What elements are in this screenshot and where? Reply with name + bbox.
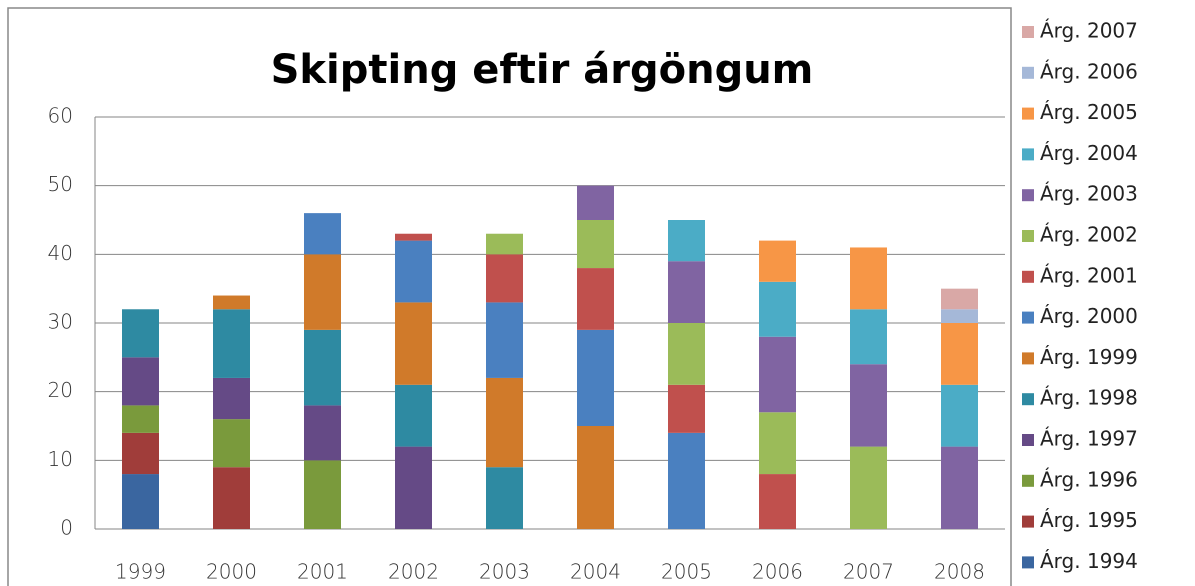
bar-segment bbox=[213, 419, 250, 468]
y-tick-label: 50 bbox=[48, 172, 73, 196]
legend-label: Árg. 1998 bbox=[1040, 386, 1138, 410]
bar-segment bbox=[850, 364, 887, 447]
bar-segment bbox=[122, 309, 159, 358]
x-tick-label: 2000 bbox=[206, 560, 257, 584]
bar-segment bbox=[122, 357, 159, 406]
legend-swatch bbox=[1022, 148, 1034, 161]
bar-segment bbox=[304, 460, 341, 529]
legend-label: Árg. 2007 bbox=[1040, 19, 1138, 43]
legend-label: Árg. 2001 bbox=[1040, 263, 1138, 287]
x-tick-label: 2007 bbox=[843, 560, 894, 584]
x-tick-label: 2005 bbox=[661, 560, 712, 584]
bar-segment bbox=[577, 268, 614, 330]
bar-segment bbox=[850, 446, 887, 529]
bar-segment bbox=[304, 213, 341, 255]
bar-segment bbox=[395, 240, 432, 303]
y-tick-label: 20 bbox=[48, 378, 73, 402]
legend-swatch bbox=[1022, 26, 1034, 38]
legend-label: Árg. 1997 bbox=[1040, 427, 1138, 451]
bar-segment bbox=[395, 384, 432, 447]
bar-segment bbox=[941, 323, 978, 385]
bar-segment bbox=[122, 474, 159, 529]
x-tick-label: 2003 bbox=[479, 560, 530, 584]
bar-segment bbox=[304, 254, 341, 330]
bar-segment bbox=[668, 384, 705, 433]
bar-segment bbox=[941, 309, 978, 323]
bar-segment bbox=[395, 446, 432, 529]
legend-swatch bbox=[1022, 515, 1034, 528]
legend-swatch bbox=[1022, 434, 1034, 446]
y-tick-label: 10 bbox=[48, 447, 73, 471]
bar-segment bbox=[759, 281, 796, 337]
legend-label: Árg. 2000 bbox=[1040, 304, 1138, 328]
legend-label: Árg. 2006 bbox=[1040, 59, 1138, 83]
legend-swatch bbox=[1022, 66, 1034, 79]
legend-swatch bbox=[1022, 107, 1034, 120]
bar-segment bbox=[759, 336, 796, 413]
legend-swatch bbox=[1022, 311, 1034, 324]
legend-swatch bbox=[1022, 556, 1034, 569]
y-tick-label: 0 bbox=[60, 516, 73, 540]
bar-segment bbox=[577, 426, 614, 529]
bar-segment bbox=[759, 412, 796, 475]
bar-segment bbox=[213, 309, 250, 378]
legend-swatch bbox=[1022, 352, 1034, 365]
bar-segment bbox=[850, 309, 887, 365]
legend-label: Árg. 1994 bbox=[1040, 549, 1138, 573]
legend-swatch bbox=[1022, 230, 1034, 242]
bar-segment bbox=[941, 384, 978, 447]
bar-segment bbox=[486, 467, 523, 529]
legend-label: Árg. 2003 bbox=[1040, 182, 1138, 206]
legend-swatch bbox=[1022, 270, 1034, 283]
bar-segment bbox=[668, 261, 705, 323]
bar-segment bbox=[668, 432, 705, 529]
legend-label: Árg. 1995 bbox=[1040, 508, 1138, 532]
legend-swatch bbox=[1022, 189, 1034, 202]
x-tick-label: 2006 bbox=[752, 560, 803, 584]
bar-segment bbox=[304, 405, 341, 461]
bar-segment bbox=[941, 446, 978, 529]
bar-segment bbox=[486, 302, 523, 378]
y-tick-label: 30 bbox=[48, 310, 73, 334]
bar-segment bbox=[577, 329, 614, 426]
x-tick-label: 2008 bbox=[934, 560, 985, 584]
legend-label: Árg. 2005 bbox=[1040, 100, 1138, 124]
bar-segment bbox=[395, 302, 432, 385]
legend-swatch bbox=[1022, 393, 1034, 406]
legend-label: Árg. 1996 bbox=[1040, 467, 1138, 491]
bar-segment bbox=[486, 254, 523, 303]
bar-segment bbox=[122, 405, 159, 433]
chart-title: Skipting eftir árgöngum bbox=[271, 47, 814, 93]
bar-segment bbox=[668, 220, 705, 262]
bar-segment bbox=[304, 329, 341, 406]
bar-segment bbox=[213, 467, 250, 529]
bar-segment bbox=[486, 233, 523, 255]
legend-label: Árg. 2004 bbox=[1040, 141, 1138, 165]
bar-segment bbox=[850, 247, 887, 310]
bar-segment bbox=[486, 377, 523, 468]
bar-segment bbox=[213, 377, 250, 420]
bar-segment bbox=[213, 295, 250, 310]
legend-label: Árg. 2002 bbox=[1040, 223, 1138, 247]
bar-segment bbox=[941, 288, 978, 310]
bar-segment bbox=[577, 220, 614, 269]
bar-segment bbox=[395, 233, 432, 241]
x-tick-label: 2004 bbox=[570, 560, 621, 584]
x-tick-label: 1999 bbox=[115, 560, 166, 584]
legend-label: Árg. 1999 bbox=[1040, 345, 1138, 369]
bar-segment bbox=[759, 474, 796, 529]
y-tick-label: 60 bbox=[48, 104, 73, 128]
legend-swatch bbox=[1022, 474, 1034, 487]
x-tick-label: 2002 bbox=[388, 560, 439, 584]
bar-segment bbox=[577, 185, 614, 220]
bar-segment bbox=[122, 432, 159, 475]
x-tick-label: 2001 bbox=[297, 560, 348, 584]
bar-segment bbox=[668, 323, 705, 385]
bar-segment bbox=[759, 240, 796, 282]
y-tick-label: 40 bbox=[48, 241, 73, 265]
